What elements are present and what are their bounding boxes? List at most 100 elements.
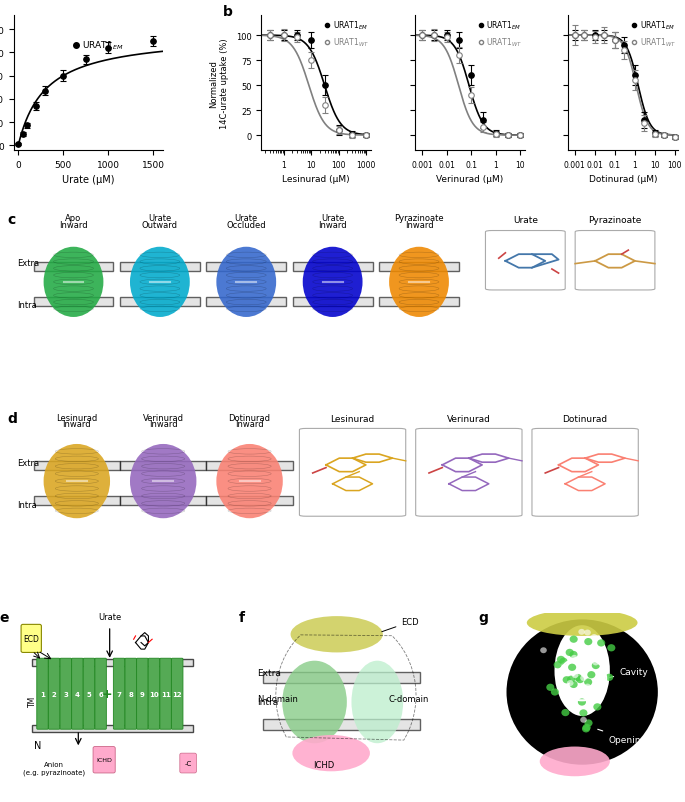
Ellipse shape xyxy=(351,661,403,743)
Text: C-domain: C-domain xyxy=(388,695,429,703)
FancyBboxPatch shape xyxy=(34,461,120,471)
Text: N-domain: N-domain xyxy=(258,695,298,703)
Text: URAT1$_{EM}$: URAT1$_{EM}$ xyxy=(486,19,522,32)
Circle shape xyxy=(575,659,582,665)
FancyBboxPatch shape xyxy=(160,658,171,729)
FancyBboxPatch shape xyxy=(263,672,420,683)
Text: N: N xyxy=(34,740,41,750)
Text: Inward: Inward xyxy=(319,221,347,230)
FancyBboxPatch shape xyxy=(93,747,115,773)
FancyBboxPatch shape xyxy=(95,658,106,729)
Text: d: d xyxy=(7,411,17,425)
FancyBboxPatch shape xyxy=(114,658,125,729)
FancyBboxPatch shape xyxy=(292,262,373,272)
Text: +: + xyxy=(101,687,112,700)
Text: 6: 6 xyxy=(98,691,103,697)
Circle shape xyxy=(562,698,569,703)
Text: Opening: Opening xyxy=(598,729,646,743)
Circle shape xyxy=(587,671,595,678)
Circle shape xyxy=(561,709,569,716)
Circle shape xyxy=(540,647,547,654)
Circle shape xyxy=(605,674,613,681)
FancyBboxPatch shape xyxy=(120,461,206,471)
Text: Inward: Inward xyxy=(405,221,434,230)
Text: Apo: Apo xyxy=(65,214,82,223)
Text: Verinurad: Verinurad xyxy=(447,415,490,423)
Text: 2: 2 xyxy=(52,691,56,697)
FancyBboxPatch shape xyxy=(263,719,420,730)
Ellipse shape xyxy=(540,747,610,776)
Text: URAT1$_{EM}$: URAT1$_{EM}$ xyxy=(82,39,123,52)
Circle shape xyxy=(576,676,584,683)
Circle shape xyxy=(601,681,608,687)
Ellipse shape xyxy=(282,661,347,743)
FancyBboxPatch shape xyxy=(60,658,71,729)
Circle shape xyxy=(591,634,597,640)
FancyBboxPatch shape xyxy=(34,298,113,307)
FancyBboxPatch shape xyxy=(416,429,522,516)
Text: Inward: Inward xyxy=(235,420,264,429)
Text: ICHD: ICHD xyxy=(313,760,334,769)
Text: 5: 5 xyxy=(86,691,91,697)
FancyBboxPatch shape xyxy=(125,658,136,729)
FancyBboxPatch shape xyxy=(37,658,48,729)
Text: Urate: Urate xyxy=(148,214,171,223)
FancyBboxPatch shape xyxy=(575,231,655,290)
Circle shape xyxy=(578,629,585,635)
Text: Outward: Outward xyxy=(142,221,178,230)
Text: Dotinurad: Dotinurad xyxy=(562,415,608,423)
Text: Occluded: Occluded xyxy=(227,221,266,230)
Text: Inward: Inward xyxy=(149,420,177,429)
Ellipse shape xyxy=(554,626,610,716)
Ellipse shape xyxy=(216,444,283,519)
Circle shape xyxy=(608,644,615,651)
Circle shape xyxy=(597,639,606,646)
Text: Pyrazinoate: Pyrazinoate xyxy=(394,214,444,223)
Circle shape xyxy=(562,676,571,683)
Text: ECD: ECD xyxy=(382,618,419,632)
Circle shape xyxy=(584,719,593,727)
FancyBboxPatch shape xyxy=(532,429,638,516)
X-axis label: Urate (μM): Urate (μM) xyxy=(62,175,114,185)
Text: Cavity: Cavity xyxy=(607,667,648,678)
FancyBboxPatch shape xyxy=(49,658,60,729)
Text: e: e xyxy=(0,610,8,624)
Text: -C: -C xyxy=(184,760,192,766)
Ellipse shape xyxy=(303,248,362,318)
Circle shape xyxy=(592,662,600,670)
Ellipse shape xyxy=(527,610,638,636)
FancyBboxPatch shape xyxy=(379,262,459,272)
Text: Intra: Intra xyxy=(17,301,37,310)
Circle shape xyxy=(580,675,587,681)
FancyBboxPatch shape xyxy=(379,298,459,307)
Text: Dotinurad: Dotinurad xyxy=(229,413,271,422)
Y-axis label: Normalized
14C-urate uptake (%): Normalized 14C-urate uptake (%) xyxy=(209,38,229,129)
Text: g: g xyxy=(479,610,488,624)
Text: Urate: Urate xyxy=(513,216,538,225)
Text: URAT1$_{WT}$: URAT1$_{WT}$ xyxy=(640,37,676,49)
Text: 11: 11 xyxy=(161,691,171,697)
Text: Lesinurad: Lesinurad xyxy=(56,413,97,422)
FancyBboxPatch shape xyxy=(120,496,206,506)
Circle shape xyxy=(566,649,574,656)
Circle shape xyxy=(593,660,599,666)
Ellipse shape xyxy=(216,248,276,318)
FancyBboxPatch shape xyxy=(171,658,183,729)
Circle shape xyxy=(567,680,573,687)
FancyBboxPatch shape xyxy=(120,262,200,272)
Text: Intra: Intra xyxy=(258,698,279,707)
Text: URAT1$_{WT}$: URAT1$_{WT}$ xyxy=(333,37,369,49)
X-axis label: Lesinurad (μM): Lesinurad (μM) xyxy=(282,175,350,184)
Circle shape xyxy=(546,684,554,691)
Circle shape xyxy=(582,725,590,732)
Circle shape xyxy=(572,672,578,678)
FancyBboxPatch shape xyxy=(148,658,160,729)
FancyBboxPatch shape xyxy=(486,231,565,290)
FancyBboxPatch shape xyxy=(72,658,83,729)
Text: Urate: Urate xyxy=(235,214,258,223)
Text: URAT1$_{EM}$: URAT1$_{EM}$ xyxy=(640,19,675,32)
Text: Urate: Urate xyxy=(98,612,121,622)
Circle shape xyxy=(584,638,593,646)
Ellipse shape xyxy=(506,620,658,765)
FancyBboxPatch shape xyxy=(32,725,192,731)
